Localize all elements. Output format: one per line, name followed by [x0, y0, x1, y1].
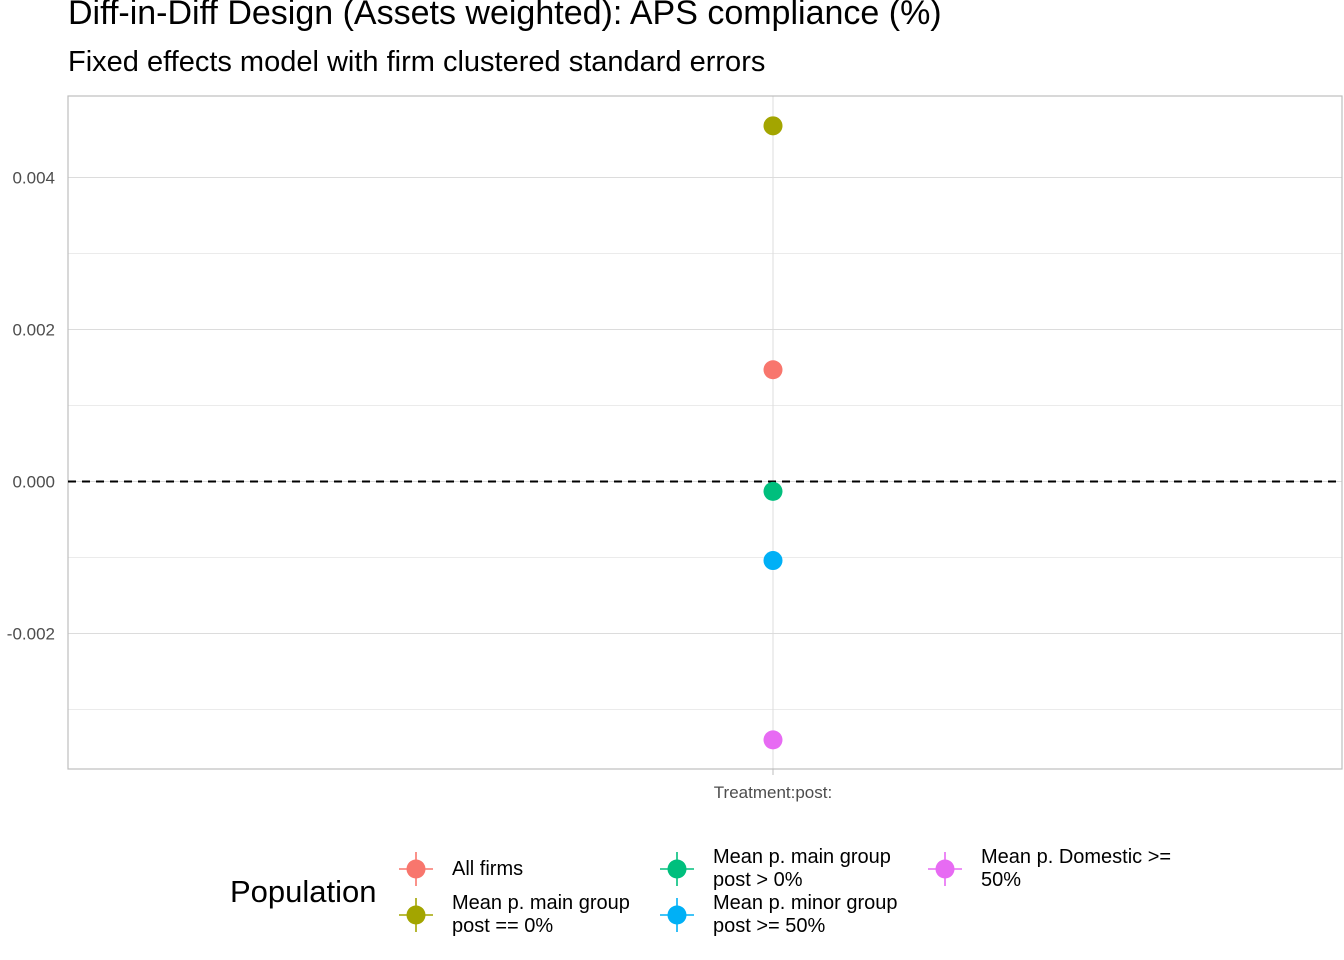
legend-label: Mean p. main group post == 0% — [452, 892, 630, 937]
legend-label: Mean p. Domestic >= 50% — [981, 846, 1172, 891]
legend-key-icon — [660, 852, 694, 886]
plot-panel — [68, 96, 1342, 769]
y-tick-label: 0.002 — [12, 321, 55, 340]
legend-label: Mean p. main group post > 0% — [713, 846, 891, 891]
x-tick-label: Treatment:post: — [714, 783, 832, 802]
legend-label: All firms — [452, 858, 524, 880]
legend-point — [667, 905, 687, 925]
y-tick-label: 0.004 — [12, 169, 55, 188]
panel-border — [67, 95, 1343, 770]
data-point-1 — [763, 116, 783, 136]
legend-label: Mean p. minor group post >= 50% — [713, 892, 898, 937]
data-point-3 — [763, 551, 783, 571]
chart-title: Diff-in-Diff Design (Assets weighted): A… — [68, 0, 942, 32]
legend-point — [406, 859, 426, 879]
legend-title: Population — [230, 874, 377, 909]
legend-key-icon — [399, 898, 433, 932]
data-point-2 — [763, 481, 783, 501]
legend-point — [935, 859, 955, 879]
legend-key-icon — [399, 852, 433, 886]
chart-subtitle: Fixed effects model with firm clustered … — [68, 46, 766, 78]
legend-key-icon — [660, 898, 694, 932]
legend-key-icon — [928, 852, 962, 886]
y-tick-label: -0.002 — [7, 625, 55, 644]
legend-point — [667, 859, 687, 879]
data-point-4 — [763, 730, 783, 750]
data-point-0 — [763, 360, 783, 380]
legend-point — [406, 905, 426, 925]
y-tick-label: 0.000 — [12, 473, 55, 492]
